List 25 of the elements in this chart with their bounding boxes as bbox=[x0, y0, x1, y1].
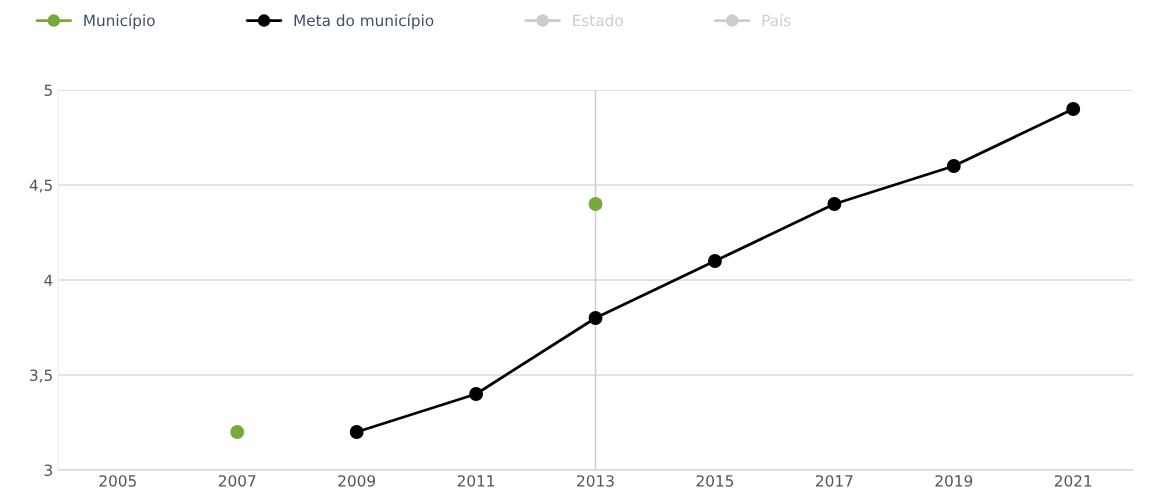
point bbox=[827, 197, 842, 211]
point bbox=[708, 254, 722, 268]
point bbox=[469, 387, 484, 401]
x-tick-label: 2005 bbox=[99, 475, 136, 487]
point bbox=[230, 425, 245, 439]
point bbox=[1066, 102, 1081, 116]
y-tick-label: 3 bbox=[44, 464, 53, 477]
y-tick-label: 4 bbox=[44, 274, 53, 286]
point bbox=[946, 159, 961, 173]
x-tick-label: 2007 bbox=[218, 475, 256, 487]
y-tick-label: 3,5 bbox=[30, 369, 52, 383]
x-tick-label: 2009 bbox=[338, 475, 376, 487]
y-tick-label: 4,5 bbox=[29, 179, 52, 193]
x-tick-label: 2015 bbox=[696, 475, 734, 487]
x-tick-label: 2021 bbox=[1054, 475, 1092, 487]
x-tick-label: 2013 bbox=[577, 475, 614, 487]
x-tick-label: 2017 bbox=[816, 475, 853, 487]
legend-label: Meta do município bbox=[294, 13, 434, 30]
x-tick-label: 2019 bbox=[935, 475, 973, 487]
y-tick-label: 5 bbox=[44, 84, 52, 97]
point bbox=[588, 197, 603, 211]
x-tick-label: 2011 bbox=[457, 475, 495, 487]
point bbox=[349, 425, 364, 439]
legend-label: Município bbox=[84, 13, 155, 30]
point bbox=[588, 311, 603, 325]
